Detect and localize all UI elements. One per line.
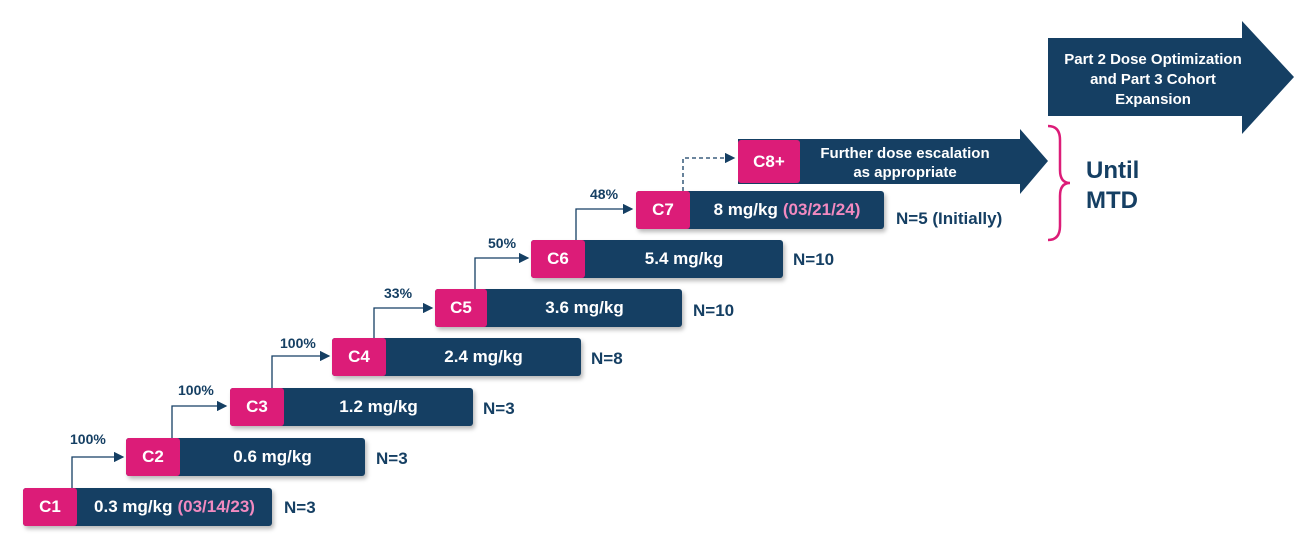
until-mtd-line2: MTD bbox=[1086, 187, 1138, 214]
cohort-dose-c2: 0.6 mg/kg bbox=[180, 438, 365, 476]
part2-text-line1: Part 2 Dose Optimization bbox=[1064, 51, 1242, 68]
cohort-n-c5: N=10 bbox=[693, 301, 735, 320]
cohort-bar-c4: C4 2.4 mg/kg bbox=[332, 338, 581, 376]
c8-text-line1: Further dose escalation bbox=[820, 145, 990, 162]
c8-arrow-text: Further dose escalation as appropriate bbox=[800, 144, 1010, 182]
escalation-pct-c5-c6: 50% bbox=[488, 235, 517, 251]
cohort-n-c3: N=3 bbox=[483, 399, 515, 418]
cohort-bar-c2: C2 0.6 mg/kg bbox=[126, 438, 365, 476]
cohort-dose-c7: 8 mg/kg (03/21/24) bbox=[690, 191, 884, 229]
escalation-pct-c6-c7: 48% bbox=[590, 186, 619, 202]
cohort-tag-c7: C7 bbox=[636, 191, 690, 229]
cohort-tag-c2: C2 bbox=[126, 438, 180, 476]
step-connector-c6-c7 bbox=[575, 203, 634, 240]
c8-arrow-shape bbox=[738, 129, 1048, 194]
cohort-tag-c5: C5 bbox=[435, 289, 487, 327]
cohort-dose-value-c7: 8 mg/kg bbox=[713, 200, 778, 219]
cohort-dose-c6: 5.4 mg/kg bbox=[585, 240, 783, 278]
cohort-n-c4: N=8 bbox=[591, 349, 623, 368]
part2-text-line3: Expansion bbox=[1115, 91, 1191, 108]
cohort-date-c1: (03/14/23) bbox=[177, 497, 255, 516]
cohort-tag-c8: C8+ bbox=[738, 140, 800, 183]
escalation-pct-c4-c5: 33% bbox=[384, 285, 413, 301]
cohort-bar-c1: C1 0.3 mg/kg (03/14/23) bbox=[23, 488, 272, 526]
step-connector-c5-c6 bbox=[474, 252, 530, 289]
until-mtd-brace bbox=[1047, 124, 1071, 242]
cohort-dose-value-c3: 1.2 mg/kg bbox=[339, 397, 418, 416]
step-connector-c4-c5 bbox=[373, 302, 434, 338]
cohort-dose-value-c5: 3.6 mg/kg bbox=[545, 298, 624, 317]
cohort-dose-value-c4: 2.4 mg/kg bbox=[444, 347, 523, 366]
escalation-pct-c1-c2: 100% bbox=[70, 431, 106, 447]
cohort-tag-c4: C4 bbox=[332, 338, 386, 376]
cohort-dose-value-c1: 0.3 mg/kg bbox=[94, 497, 173, 516]
cohort-dose-c1: 0.3 mg/kg (03/14/23) bbox=[77, 488, 272, 526]
cohort-dose-c4: 2.4 mg/kg bbox=[386, 338, 581, 376]
step-connector-c1-c2 bbox=[71, 451, 125, 488]
until-mtd-line1: Until bbox=[1086, 157, 1140, 184]
cohort-tag-c1: C1 bbox=[23, 488, 77, 526]
cohort-dose-value-c2: 0.6 mg/kg bbox=[233, 447, 312, 466]
cohort-n-c6: N=10 bbox=[793, 250, 835, 269]
cohort-bar-c6: C6 5.4 mg/kg bbox=[531, 240, 783, 278]
cohort-tag-c3: C3 bbox=[230, 388, 284, 426]
cohort-date-c7: (03/21/24) bbox=[782, 200, 861, 219]
c8-text-line2: as appropriate bbox=[853, 164, 957, 181]
until-mtd-label: Until MTD bbox=[1086, 156, 1139, 216]
step-connector-c7-c8 bbox=[682, 152, 736, 191]
cohort-n-c2: N=3 bbox=[376, 449, 408, 468]
cohort-dose-c5: 3.6 mg/kg bbox=[487, 289, 682, 327]
cohort-bar-c3: C3 1.2 mg/kg bbox=[230, 388, 473, 426]
cohort-dose-value-c6: 5.4 mg/kg bbox=[644, 249, 724, 268]
cohort-n-c1: N=3 bbox=[284, 498, 316, 517]
cohort-tag-c6: C6 bbox=[531, 240, 585, 278]
escalation-pct-c3-c4: 100% bbox=[280, 335, 316, 351]
part2-arrow-shape bbox=[1048, 21, 1294, 134]
part2-text-line2: and Part 3 Cohort bbox=[1090, 71, 1216, 88]
part2-arrow-text: Part 2 Dose Optimization and Part 3 Coho… bbox=[1048, 50, 1258, 110]
escalation-pct-c2-c3: 100% bbox=[178, 382, 214, 398]
cohort-n-c7: N=5 (Initially) bbox=[896, 209, 1003, 228]
step-connector-c3-c4 bbox=[271, 350, 331, 388]
cohort-bar-c5: C5 3.6 mg/kg bbox=[435, 289, 682, 327]
cohort-bar-c7: C7 8 mg/kg (03/21/24) bbox=[636, 191, 884, 229]
step-connector-c2-c3 bbox=[171, 400, 228, 438]
cohort-dose-c3: 1.2 mg/kg bbox=[284, 388, 473, 426]
